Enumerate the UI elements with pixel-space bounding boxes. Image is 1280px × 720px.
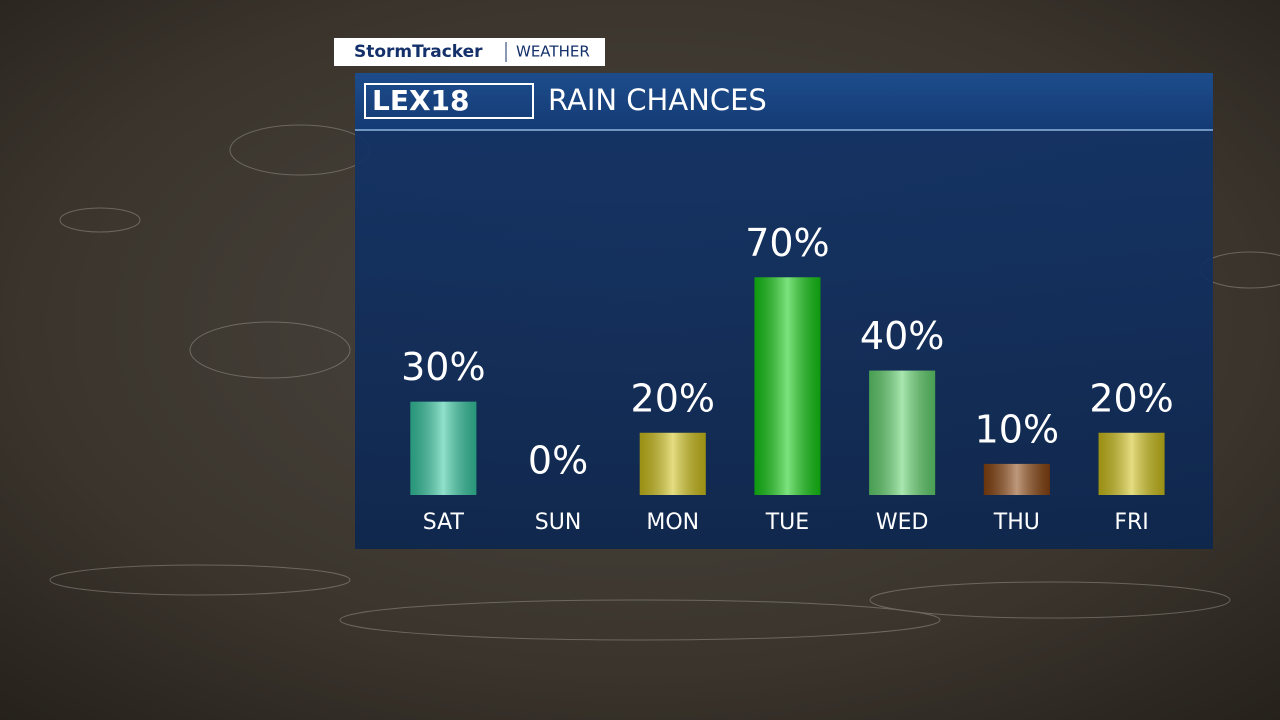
value-label: 20% [631,376,715,420]
bar-shine [983,463,1050,495]
value-label: 20% [1089,376,1173,420]
value-label: 0% [528,439,588,483]
bar-shine [1098,432,1165,495]
chart-title: RAIN CHANCES [548,83,767,117]
value-label: 70% [745,221,829,265]
x-tick-label: SAT [423,510,465,535]
x-tick-label: WED [876,510,929,535]
x-tick-label: MON [646,510,699,535]
value-label: 40% [860,314,944,358]
x-tick-label: THU [993,510,1040,535]
show-name: StormTracker [354,42,483,62]
x-tick-label: SUN [535,510,582,535]
section-name: WEATHER [516,43,590,61]
logo: LEX18 [372,84,470,117]
bar-shine [410,401,477,495]
show-tag [334,38,605,66]
bar-shine [869,370,936,495]
panel-header [355,73,1213,130]
bar-shine [754,277,821,495]
value-label: 30% [401,345,485,389]
value-label: 10% [975,407,1059,451]
logo-box [364,83,534,119]
bar-shine [639,432,706,495]
x-tick-label: TUE [765,510,809,535]
x-tick-label: FRI [1114,510,1148,535]
ripples [49,124,1280,641]
